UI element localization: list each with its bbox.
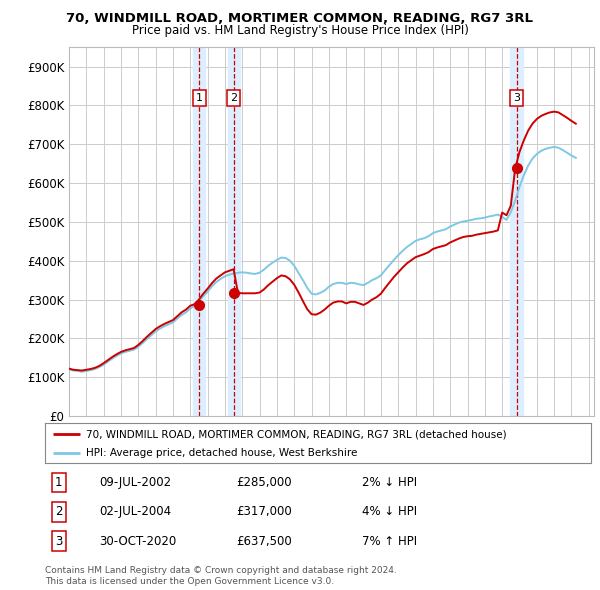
Text: HPI: Average price, detached house, West Berkshire: HPI: Average price, detached house, West… <box>86 448 358 458</box>
Text: 3: 3 <box>55 535 62 548</box>
Text: 2: 2 <box>55 505 62 519</box>
Text: £317,000: £317,000 <box>236 505 292 519</box>
Text: This data is licensed under the Open Government Licence v3.0.: This data is licensed under the Open Gov… <box>45 577 334 586</box>
Text: Price paid vs. HM Land Registry's House Price Index (HPI): Price paid vs. HM Land Registry's House … <box>131 24 469 37</box>
Text: 2: 2 <box>230 93 237 103</box>
Bar <box>511 47 523 416</box>
Text: Contains HM Land Registry data © Crown copyright and database right 2024.: Contains HM Land Registry data © Crown c… <box>45 566 397 575</box>
Text: 1: 1 <box>55 476 62 489</box>
Text: 4% ↓ HPI: 4% ↓ HPI <box>362 505 417 519</box>
Text: 7% ↑ HPI: 7% ↑ HPI <box>362 535 417 548</box>
Text: 09-JUL-2002: 09-JUL-2002 <box>100 476 172 489</box>
Text: 1: 1 <box>196 93 203 103</box>
Text: £285,000: £285,000 <box>236 476 292 489</box>
Text: 70, WINDMILL ROAD, MORTIMER COMMON, READING, RG7 3RL (detached house): 70, WINDMILL ROAD, MORTIMER COMMON, READ… <box>86 430 506 440</box>
Text: 2% ↓ HPI: 2% ↓ HPI <box>362 476 417 489</box>
Text: 3: 3 <box>513 93 520 103</box>
Text: £637,500: £637,500 <box>236 535 292 548</box>
Text: 30-OCT-2020: 30-OCT-2020 <box>100 535 177 548</box>
Text: 02-JUL-2004: 02-JUL-2004 <box>100 505 172 519</box>
Bar <box>227 47 239 416</box>
Bar <box>193 47 205 416</box>
Text: 70, WINDMILL ROAD, MORTIMER COMMON, READING, RG7 3RL: 70, WINDMILL ROAD, MORTIMER COMMON, READ… <box>67 12 533 25</box>
